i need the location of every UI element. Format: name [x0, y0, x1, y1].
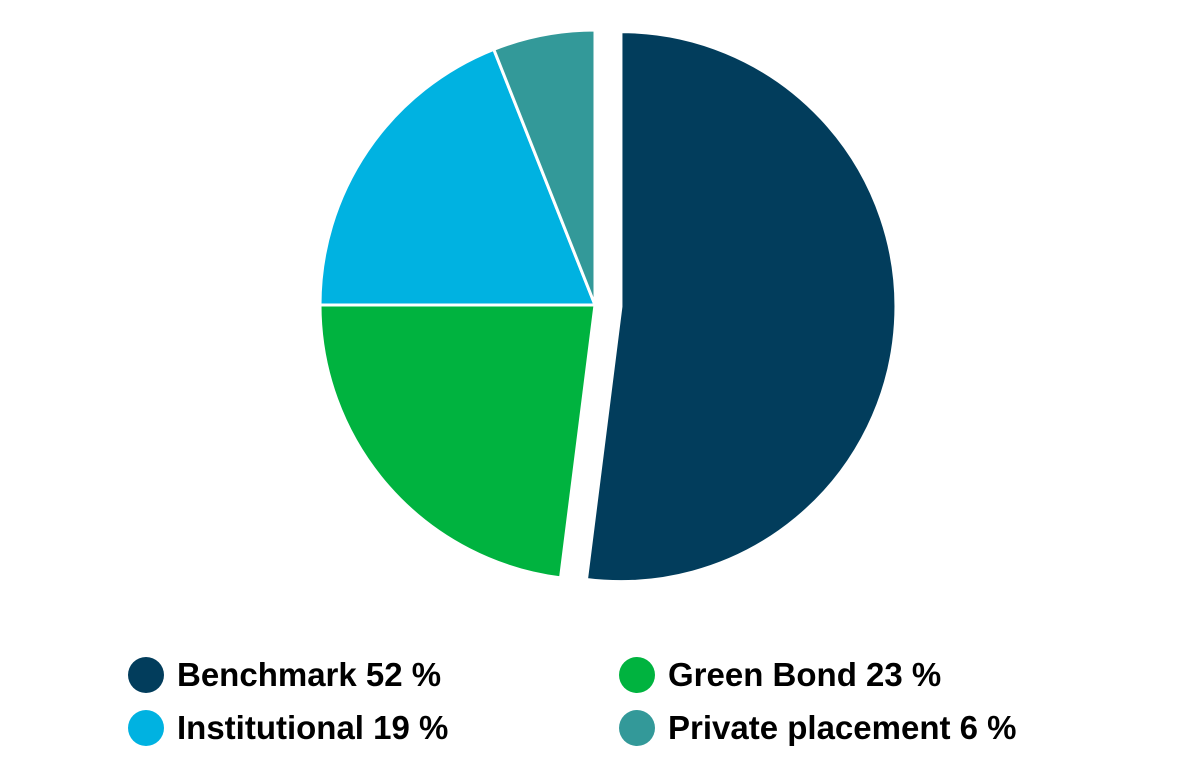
pie-slice-green-bond [318, 303, 597, 580]
pie-slice-institutional [318, 47, 597, 307]
pie-slice-benchmark [584, 30, 898, 584]
pie-slice-private-placement [492, 28, 597, 307]
